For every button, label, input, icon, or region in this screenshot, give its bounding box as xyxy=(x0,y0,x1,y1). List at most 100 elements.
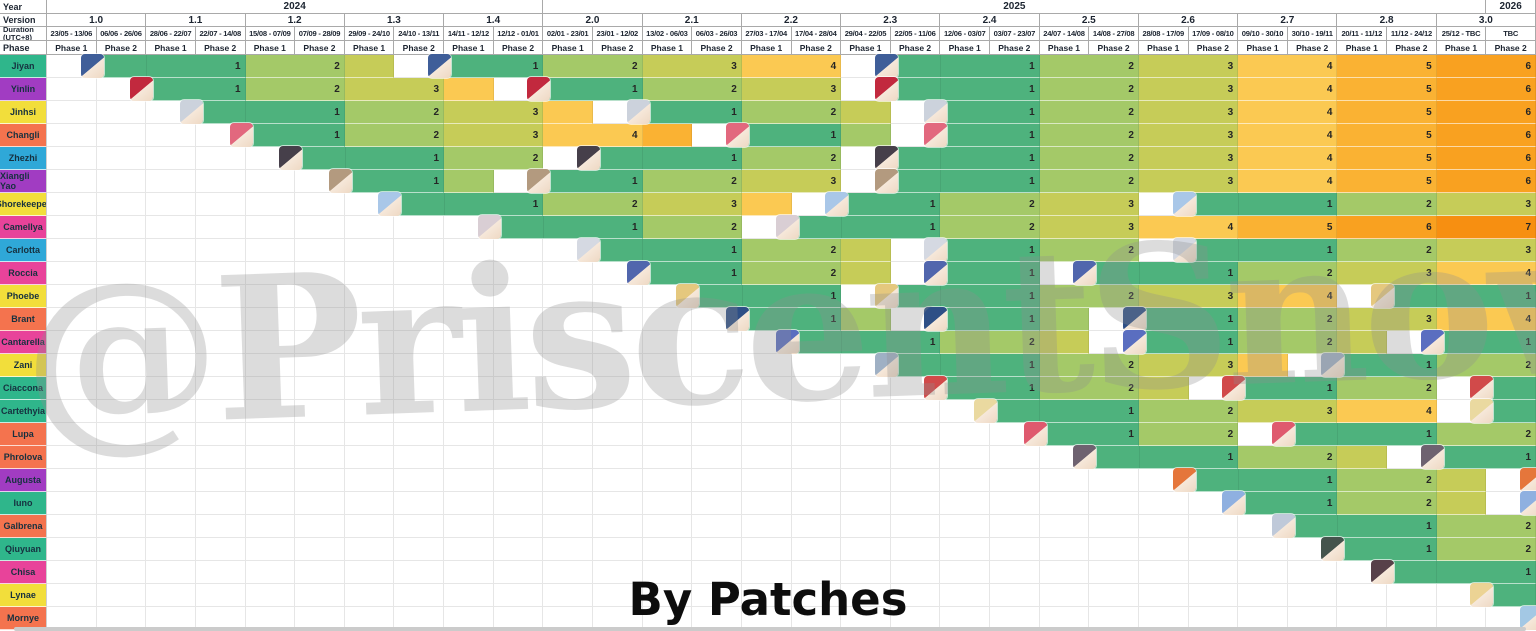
header-phase-cell[interactable]: Phase 2 xyxy=(295,41,345,55)
empty-cell[interactable] xyxy=(195,561,246,584)
empty-cell[interactable] xyxy=(692,377,742,400)
header-phase-cell[interactable]: Phase 2 xyxy=(1486,41,1536,55)
header-duration-cell[interactable]: 12/12 - 01/01 xyxy=(493,27,544,41)
empty-cell[interactable] xyxy=(493,446,544,469)
empty-cell[interactable] xyxy=(841,377,891,400)
empty-cell[interactable] xyxy=(444,515,494,538)
gap-span-cell[interactable]: 2 xyxy=(642,216,742,239)
banner-cell[interactable] xyxy=(344,192,402,216)
gap-span-cell[interactable]: 2 xyxy=(1436,538,1536,561)
header-duration-cell[interactable]: 24/10 - 13/11 xyxy=(394,27,445,41)
gap-span-cell[interactable]: 1 xyxy=(1138,331,1239,354)
empty-cell[interactable] xyxy=(940,446,991,469)
empty-cell[interactable] xyxy=(592,400,643,423)
header-duration-cell[interactable]: 17/04 - 28/04 xyxy=(791,27,842,41)
header-duration-cell[interactable]: 03/07 - 23/07 xyxy=(990,27,1040,41)
horizontal-scrollbar[interactable] xyxy=(14,627,1526,631)
gap-span-cell[interactable] xyxy=(642,124,693,147)
empty-cell[interactable] xyxy=(692,354,742,377)
empty-cell[interactable] xyxy=(1188,561,1239,584)
empty-cell[interactable] xyxy=(592,285,643,308)
gap-span-cell[interactable]: 3 xyxy=(1138,285,1239,308)
gap-span-cell[interactable]: 1 xyxy=(1337,354,1437,377)
gap-span-cell[interactable]: 4 xyxy=(1436,308,1536,331)
header-year-cell[interactable]: 2026 xyxy=(1486,0,1536,14)
empty-cell[interactable] xyxy=(245,377,296,400)
empty-cell[interactable] xyxy=(344,308,395,331)
empty-cell[interactable] xyxy=(642,331,693,354)
gap-span-cell[interactable] xyxy=(841,262,891,285)
gap-span-cell[interactable]: 2 xyxy=(1238,446,1338,469)
empty-cell[interactable] xyxy=(96,584,147,607)
empty-cell[interactable] xyxy=(1287,584,1338,607)
gap-span-cell[interactable] xyxy=(1486,400,1536,423)
gap-span-cell[interactable] xyxy=(841,124,891,147)
gap-span-cell[interactable]: 2 xyxy=(1039,354,1139,377)
empty-cell[interactable] xyxy=(96,561,147,584)
banner-cell[interactable] xyxy=(1436,376,1494,400)
empty-cell[interactable] xyxy=(245,308,296,331)
empty-cell[interactable] xyxy=(146,400,196,423)
empty-cell[interactable] xyxy=(791,492,842,515)
gap-span-cell[interactable] xyxy=(841,101,891,124)
empty-cell[interactable] xyxy=(692,515,742,538)
gap-span-cell[interactable]: 1 xyxy=(642,262,742,285)
empty-cell[interactable] xyxy=(146,262,196,285)
header-phase-cell[interactable]: Phase 2 xyxy=(592,41,643,55)
gap-span-cell[interactable]: 6 xyxy=(1436,55,1536,78)
gap-span-cell[interactable]: 2 xyxy=(1337,469,1437,492)
gap-span-cell[interactable]: 2 xyxy=(1337,377,1437,400)
banner-cell[interactable] xyxy=(841,77,898,101)
header-version-cell[interactable]: 1.0 xyxy=(47,14,147,27)
gap-span-cell[interactable]: 3 xyxy=(1039,216,1139,239)
gap-span-cell[interactable]: 1 xyxy=(940,239,1040,262)
gap-span-cell[interactable]: 2 xyxy=(1337,239,1437,262)
empty-cell[interactable] xyxy=(344,469,395,492)
empty-cell[interactable] xyxy=(592,492,643,515)
gap-span-cell[interactable]: 2 xyxy=(1238,262,1338,285)
empty-cell[interactable] xyxy=(741,538,792,561)
empty-cell[interactable] xyxy=(890,561,941,584)
empty-cell[interactable] xyxy=(245,515,296,538)
empty-cell[interactable] xyxy=(146,561,196,584)
gap-span-cell[interactable]: 3 xyxy=(1138,354,1239,377)
empty-cell[interactable] xyxy=(295,492,345,515)
empty-cell[interactable] xyxy=(195,331,246,354)
empty-cell[interactable] xyxy=(146,124,196,147)
gap-span-cell[interactable]: 2 xyxy=(1039,239,1139,262)
header-duration-cell[interactable]: 20/11 - 11/12 xyxy=(1337,27,1388,41)
gap-span-cell[interactable]: 2 xyxy=(1039,377,1139,400)
empty-cell[interactable] xyxy=(990,538,1040,561)
empty-cell[interactable] xyxy=(444,446,494,469)
empty-cell[interactable] xyxy=(195,354,246,377)
empty-cell[interactable] xyxy=(741,561,792,584)
gap-span-cell[interactable]: 1 xyxy=(940,124,1040,147)
header-duration-cell[interactable]: 07/09 - 28/09 xyxy=(295,27,345,41)
empty-cell[interactable] xyxy=(940,584,991,607)
empty-cell[interactable] xyxy=(195,492,246,515)
empty-cell[interactable] xyxy=(543,331,593,354)
banner-cell[interactable] xyxy=(1238,422,1295,446)
banner-cell[interactable] xyxy=(1238,514,1295,538)
empty-cell[interactable] xyxy=(1138,492,1189,515)
banner-cell[interactable] xyxy=(1486,606,1536,630)
empty-cell[interactable] xyxy=(741,515,792,538)
gap-span-cell[interactable]: 1 xyxy=(890,78,1040,101)
empty-cell[interactable] xyxy=(195,262,246,285)
empty-cell[interactable] xyxy=(543,584,593,607)
gap-span-cell[interactable]: 2 xyxy=(1039,55,1139,78)
empty-cell[interactable] xyxy=(47,101,97,124)
empty-cell[interactable] xyxy=(543,515,593,538)
empty-cell[interactable] xyxy=(741,469,792,492)
empty-cell[interactable] xyxy=(96,285,147,308)
empty-cell[interactable] xyxy=(344,377,395,400)
empty-cell[interactable] xyxy=(592,308,643,331)
empty-cell[interactable] xyxy=(791,354,842,377)
gap-span-cell[interactable]: 4 xyxy=(1238,55,1338,78)
empty-cell[interactable] xyxy=(493,308,544,331)
empty-cell[interactable] xyxy=(195,377,246,400)
gap-span-cell[interactable]: 5 xyxy=(1337,78,1437,101)
gap-span-cell[interactable]: 3 xyxy=(1337,262,1437,285)
empty-cell[interactable] xyxy=(791,584,842,607)
empty-cell[interactable] xyxy=(394,377,445,400)
